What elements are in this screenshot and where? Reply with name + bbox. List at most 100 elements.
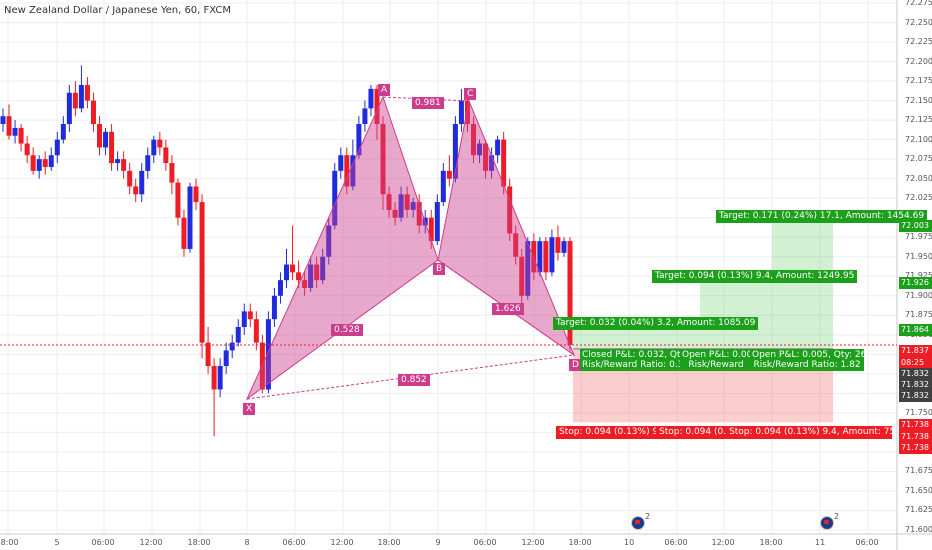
candle-body — [296, 272, 302, 281]
price-axis-label: 71.925 — [905, 271, 932, 281]
candle-body — [392, 209, 398, 218]
price-tag-stop-3: 71.738 — [899, 442, 932, 454]
candle-body — [458, 100, 464, 125]
price-axis-label: 71.950 — [905, 251, 932, 261]
pattern-ratio-label: 1.626 — [492, 303, 524, 315]
event-flag-1[interactable] — [631, 516, 645, 530]
candle-body — [0, 116, 6, 125]
candle-body — [247, 311, 253, 320]
candle-body — [36, 159, 42, 171]
candle-body — [187, 186, 193, 249]
price-axis-label: 71.900 — [905, 290, 932, 300]
candle-body — [398, 194, 404, 218]
price-axis-label: 72.075 — [905, 154, 932, 164]
price-axis-label: 72.125 — [905, 115, 932, 125]
price-tag-entry-1: 71.832 — [899, 368, 932, 380]
candle-body — [97, 124, 103, 148]
price-tag-stop-1: 71.738 — [899, 419, 932, 431]
stop-label: Stop: 0.094 (0.13%) 9.4, Amount: 750.05 — [726, 426, 892, 439]
candle-body — [368, 88, 374, 109]
candle-body — [60, 124, 66, 140]
stop-label: Stop: 0.094 (0.13%) 9.4, — [556, 426, 662, 439]
candle-body — [6, 116, 12, 136]
candle-body — [163, 147, 169, 164]
candle-body — [277, 280, 283, 296]
candle-body — [199, 202, 205, 343]
pattern-point-d: D — [569, 359, 582, 371]
candle-body — [84, 84, 90, 101]
time-axis-label: 18:00 — [568, 538, 592, 547]
price-axis-label: 72.275 — [905, 0, 932, 7]
candle-body — [181, 217, 187, 249]
pattern-ratio-label: 0.981 — [412, 97, 444, 109]
candle-body — [483, 143, 489, 171]
time-axis-label: 06:00 — [855, 538, 879, 547]
event-flag-2[interactable] — [820, 516, 834, 530]
candle-body — [271, 295, 277, 320]
candle-body — [193, 186, 199, 203]
candle-body — [24, 143, 30, 156]
time-axis-label: 06:00 — [473, 538, 497, 547]
candle-body — [489, 155, 495, 171]
risk-reward-line: Risk/Reward Ratio: 0.34 — [582, 360, 684, 370]
candle-body — [320, 256, 326, 281]
candle-body — [537, 241, 543, 273]
candle-body — [175, 182, 181, 218]
candle-body — [549, 237, 555, 273]
price-tag-entry-3: 71.832 — [899, 390, 932, 402]
price-tag-stop-2: 71.738 — [899, 431, 932, 443]
candle-body — [561, 241, 567, 253]
candle-body — [356, 124, 362, 156]
candle-body — [440, 170, 446, 203]
time-axis-label: 06:00 — [664, 538, 688, 547]
pattern-ratio-label: 0.852 — [398, 374, 430, 386]
price-tag-target-high: 72.003 — [899, 220, 932, 232]
candle-body — [513, 233, 519, 257]
candle-body — [133, 186, 139, 195]
price-axis-label: 72.100 — [905, 134, 932, 144]
time-axis-label: 06:00 — [282, 538, 306, 547]
candle-body — [115, 159, 121, 164]
pnl-line: Closed P&L: 0.032, Qty: 26 — [582, 350, 684, 360]
pattern-point-a: A — [378, 84, 391, 96]
price-axis-label: 72.175 — [905, 76, 932, 86]
candle-body — [344, 155, 350, 187]
time-axis-label: 12:00 — [330, 538, 354, 547]
candle-body — [416, 202, 422, 226]
pattern-point-b: B — [433, 263, 446, 275]
candle-body — [507, 186, 513, 234]
chart-title: New Zealand Dollar / Japanese Yen, 60, F… — [4, 5, 232, 16]
time-axis-label: 18:00 — [0, 538, 19, 547]
candle-body — [302, 280, 308, 288]
candle-body — [567, 241, 573, 345]
candle-body — [428, 217, 434, 242]
risk-reward-line: Risk/Reward — [688, 360, 744, 370]
candle-body — [555, 237, 561, 253]
pnl-line: Open P&L: 0.005, Qty: 2659 — [752, 350, 864, 360]
candle-body — [12, 127, 18, 136]
time-axis-label: 12:00 — [711, 538, 735, 547]
time-axis-label: 9 — [435, 538, 441, 547]
price-axis-label: 72.225 — [905, 37, 932, 47]
price-axis-label: 72.050 — [905, 173, 932, 183]
candle-body — [217, 366, 223, 390]
candle-body — [332, 170, 338, 226]
candle-body — [109, 131, 115, 164]
candle-body — [290, 264, 296, 273]
pattern-ratio-label: 0.528 — [331, 324, 363, 336]
candle-body — [314, 264, 320, 281]
candle-body — [410, 202, 416, 210]
target-label: Target: 0.171 (0.24%) 17.1, Amount: 1454… — [716, 210, 928, 223]
stop-label: Stop: 0.094 (0.1: — [656, 426, 732, 439]
price-axis-label: 72.200 — [905, 56, 932, 66]
pattern-point-c: C — [464, 88, 477, 100]
candle-body — [151, 139, 157, 156]
pattern-point-x: X — [243, 403, 256, 415]
candle-body — [223, 350, 229, 367]
price-axis-label: 71.625 — [905, 505, 932, 515]
candle-body — [48, 155, 54, 167]
price-tag-countdown: 08:25 — [899, 357, 932, 369]
candle-body — [145, 155, 151, 171]
candle-body — [326, 225, 332, 257]
